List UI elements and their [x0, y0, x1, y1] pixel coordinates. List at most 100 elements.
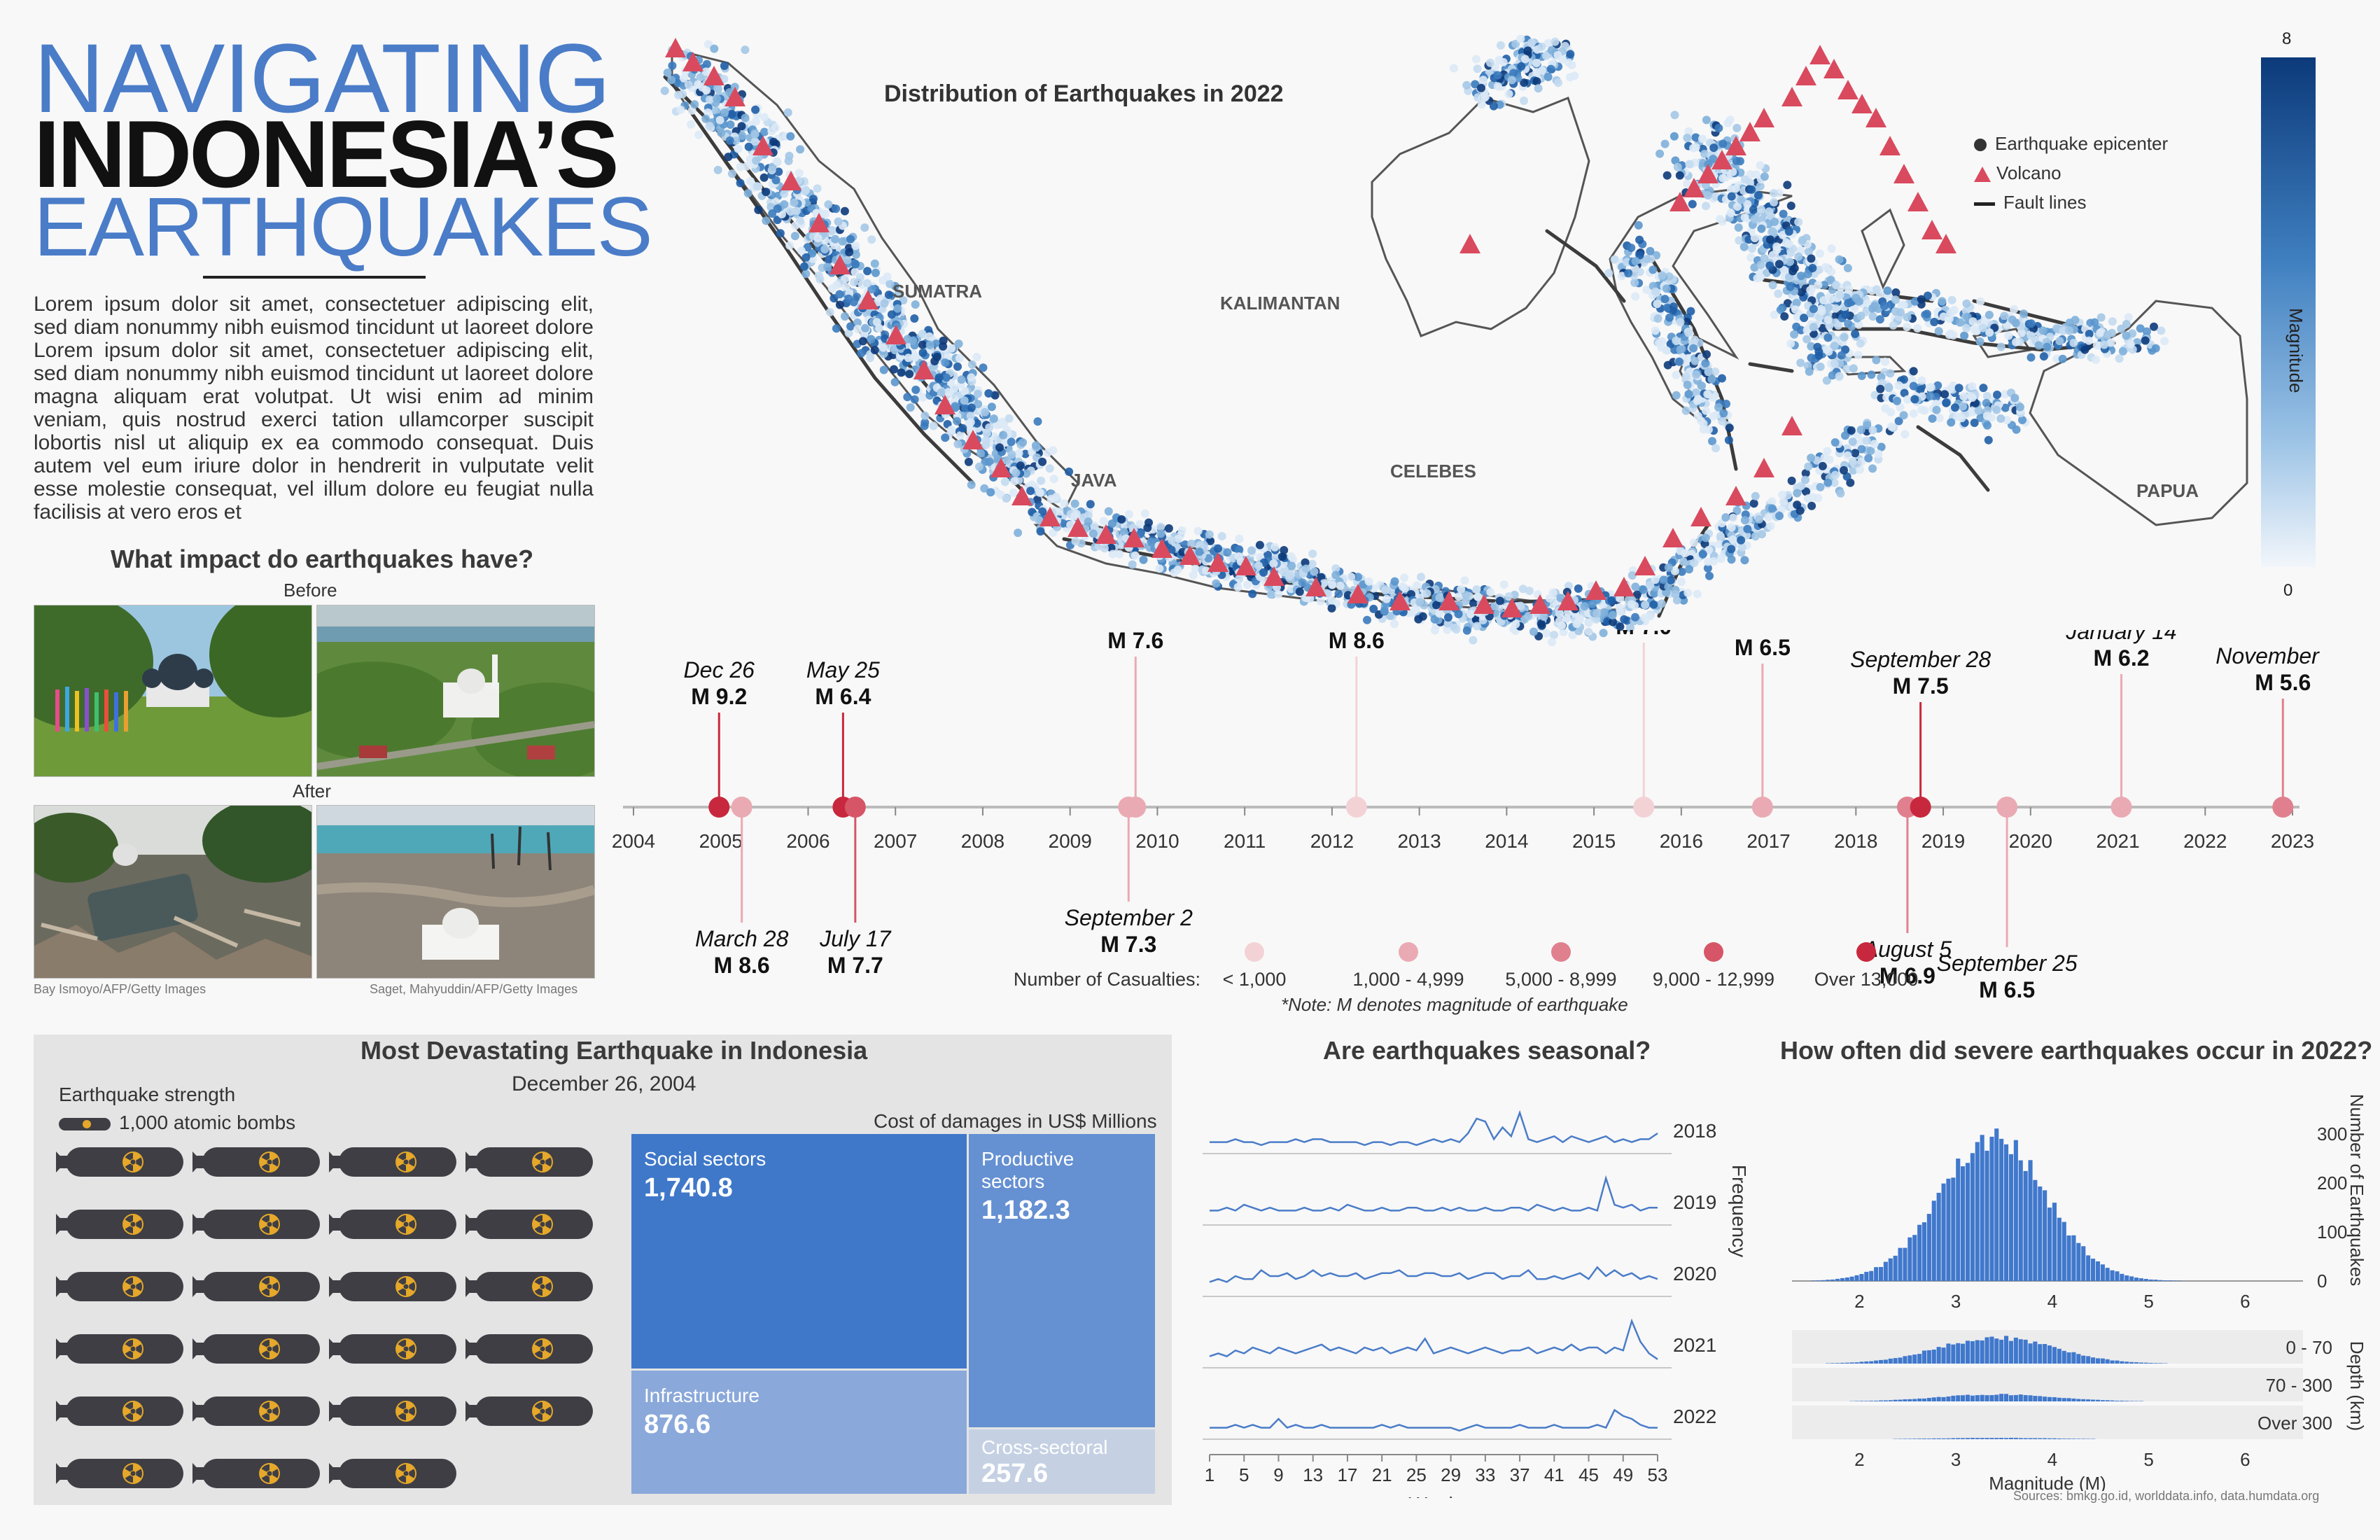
epicenter [1520, 96, 1528, 105]
volcano-marker [1726, 486, 1746, 505]
epicenter [1688, 200, 1697, 209]
event-magnitude: M 6.5 [1979, 977, 2035, 1002]
epicenter [1600, 608, 1609, 617]
epicenter [1511, 39, 1520, 48]
epicenter [1817, 307, 1826, 316]
event-marker[interactable] [708, 797, 730, 818]
event-marker[interactable] [731, 797, 752, 818]
epicenter [1900, 388, 1909, 398]
event-marker[interactable] [1996, 797, 2018, 818]
epicenter [1504, 592, 1513, 601]
epicenter [1099, 517, 1108, 526]
kalimantan-outline [1371, 97, 1590, 337]
epicenter [890, 365, 898, 374]
event-magnitude: M 8.6 [1329, 630, 1385, 653]
epicenter [1671, 156, 1680, 165]
event-magnitude: M 6.4 [815, 684, 871, 709]
epicenter [1753, 274, 1762, 283]
depth-bar [2033, 1341, 2038, 1364]
event-marker[interactable] [1345, 797, 1367, 818]
epicenter [1683, 380, 1692, 389]
epicenter [2071, 316, 2080, 325]
epicenter [2018, 416, 2026, 424]
legend-epicenter: Earthquake epicenter [1995, 133, 2169, 154]
seasonal-tick-label: 13 [1303, 1464, 1323, 1485]
epicenter [1850, 304, 1859, 314]
epicenter [1786, 202, 1795, 210]
region-sumatra: SUMATRA [892, 281, 982, 302]
epicenter [2151, 344, 2160, 353]
depth-bar [1907, 1438, 1912, 1439]
epicenter [941, 433, 950, 442]
epicenter [1684, 589, 1693, 597]
event-marker[interactable] [2110, 797, 2132, 818]
epicenter [2133, 338, 2141, 346]
epicenter [690, 100, 699, 109]
severity-bar [1830, 1279, 1835, 1281]
epicenter [1669, 302, 1678, 312]
event-magnitude: M 5.6 [2255, 670, 2311, 695]
epicenter [1903, 313, 1912, 322]
depth-bar [2023, 1438, 2028, 1439]
epicenter [910, 395, 919, 404]
epicenter [1472, 585, 1481, 594]
epicenter [1740, 175, 1749, 184]
epicenter-legend-icon [1974, 139, 1987, 152]
event-marker[interactable] [1751, 797, 1773, 818]
severity-bar [1898, 1247, 1903, 1281]
epicenter [1823, 333, 1833, 342]
casualty-legend-label: Over 13,000 [1814, 969, 1919, 990]
severity-bar [2105, 1268, 2110, 1281]
epicenter [1620, 615, 1629, 624]
event-marker[interactable] [1910, 797, 1931, 818]
atomic-bomb-icon [192, 1272, 320, 1301]
epicenter [1960, 331, 1969, 340]
epicenter [1520, 78, 1529, 88]
epicenter [1737, 543, 1746, 552]
intro-paragraph: Lorem ipsum dolor sit amet, consectetuer… [34, 293, 594, 524]
depth-bar [1931, 1438, 1936, 1439]
epicenter [1016, 461, 1025, 470]
epicenter [1266, 590, 1275, 599]
depth-bar [1946, 1396, 1951, 1401]
epicenter [1684, 390, 1693, 398]
epicenter [1806, 286, 1815, 295]
volcano-marker [665, 38, 686, 57]
epicenter [1646, 581, 1655, 590]
epicenter [1084, 517, 1093, 526]
event-marker[interactable] [1633, 797, 1655, 818]
epicenter [1033, 417, 1042, 426]
atomic-bomb-icon [56, 1459, 183, 1488]
epicenter [790, 232, 799, 241]
epicenter [1610, 255, 1619, 264]
epicenter [911, 300, 920, 309]
event-marker[interactable] [844, 797, 866, 818]
epicenter [724, 153, 733, 162]
epicenter [1828, 371, 1837, 380]
epicenter [725, 136, 734, 145]
after-photo-debris [34, 805, 312, 979]
colorbar-min: 0 [2283, 581, 2293, 600]
event-marker[interactable] [2272, 797, 2294, 818]
epicenter [2010, 305, 2019, 314]
event-marker[interactable] [1125, 797, 1147, 818]
epicenter [1851, 449, 1860, 458]
severity-bar [1961, 1166, 1966, 1281]
epicenter [1842, 365, 1851, 373]
epicenter [1639, 585, 1648, 594]
epicenter [1984, 310, 1994, 319]
casualty-legend-swatch [1399, 942, 1418, 962]
seasonal-year-label: 2018 [1673, 1120, 1716, 1142]
volcano-marker [1438, 591, 1460, 610]
epicenter [1269, 559, 1278, 568]
epicenter [1935, 414, 1944, 423]
epicenter [1942, 398, 1951, 407]
epicenter [730, 83, 739, 92]
depth-band-label: 0 - 70 [2286, 1337, 2333, 1358]
epicenter [1737, 195, 1746, 204]
epicenter [1627, 244, 1636, 252]
volcano-marker [913, 360, 934, 379]
epicenter [736, 162, 745, 172]
severity-bar [1980, 1135, 1984, 1281]
photo-credit-left: Bay Ismoyo/AFP/Getty Images [34, 982, 206, 996]
